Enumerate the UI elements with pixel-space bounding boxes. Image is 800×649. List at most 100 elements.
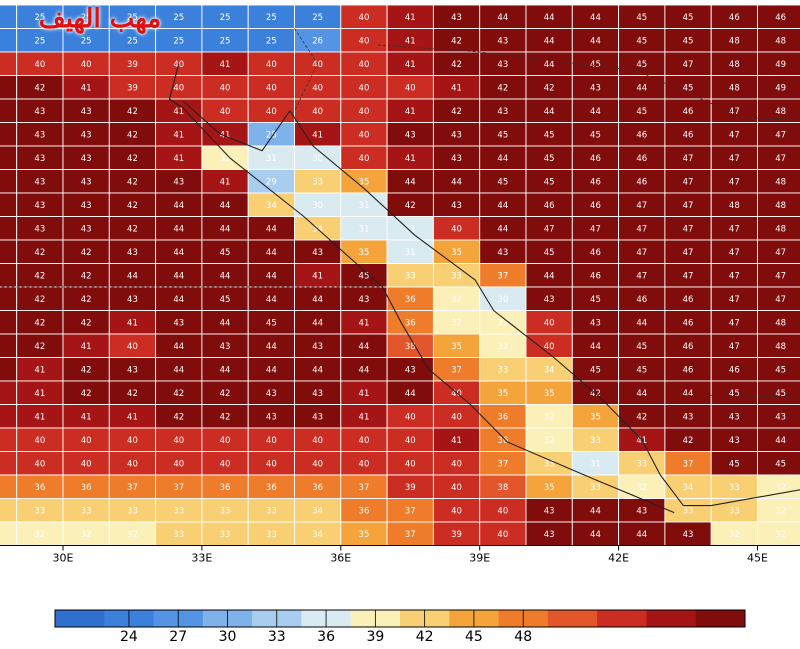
cell-value-label: 45 xyxy=(266,318,277,328)
cell-value-label: 43 xyxy=(497,36,508,46)
cell-value-label: 31 xyxy=(359,201,370,211)
cell-value-label: 43 xyxy=(81,107,92,117)
cell-value-label: 48 xyxy=(729,36,740,46)
cell-value-label: 45 xyxy=(220,295,231,305)
cell-value-label: 40 xyxy=(81,459,92,469)
cell-value-label: 45 xyxy=(544,154,555,164)
cell-value-label: 44 xyxy=(544,60,555,70)
cell-value-label: 45 xyxy=(636,107,647,117)
colorbar-swatch xyxy=(695,610,746,627)
cell-value-label: 44 xyxy=(173,295,184,305)
cell-value-label: 43 xyxy=(312,342,323,352)
cell-value-label: 40 xyxy=(451,506,462,516)
cell-value-label: 31 xyxy=(266,154,277,164)
cell-value-label: 43 xyxy=(34,201,45,211)
lon-tick-label: 45E xyxy=(747,552,768,565)
cell-value-label: 40 xyxy=(312,459,323,469)
cell-value-label: 40 xyxy=(544,318,555,328)
cell-value-label: 40 xyxy=(497,506,508,516)
cell-value-label: 42 xyxy=(173,412,184,422)
grid-cell xyxy=(0,498,18,523)
cell-value-label: 43 xyxy=(636,506,647,516)
cell-value-label: 43 xyxy=(497,248,508,258)
cell-value-label: 46 xyxy=(636,177,647,187)
cell-value-label: 37 xyxy=(173,483,184,493)
cell-value-label: 43 xyxy=(312,248,323,258)
colorbar-tick-label: 27 xyxy=(169,629,187,645)
red-sea-west-coastline xyxy=(168,63,675,514)
cell-value-label: 42 xyxy=(34,83,45,93)
cell-value-label: 33 xyxy=(81,506,92,516)
cell-value-label: 35 xyxy=(497,389,508,399)
cell-value-label: 32 xyxy=(34,530,45,540)
cell-value-label: 40 xyxy=(359,13,370,23)
cell-value-label: 44 xyxy=(173,224,184,234)
cell-value-label: 43 xyxy=(544,530,555,540)
cell-value-label: 43 xyxy=(312,412,323,422)
cell-value-label: 45 xyxy=(590,60,601,70)
cell-value-label: 44 xyxy=(173,271,184,281)
cell-value-label: 44 xyxy=(497,13,508,23)
grid-cell xyxy=(0,310,18,335)
cell-value-label: 40 xyxy=(173,436,184,446)
cell-value-label: 25 xyxy=(220,36,231,46)
cell-value-label: 31 xyxy=(405,248,416,258)
cell-value-label: 42 xyxy=(127,201,138,211)
cell-value-label: 43 xyxy=(359,295,370,305)
cell-value-label: 46 xyxy=(590,248,601,258)
cell-value-label: 41 xyxy=(312,271,323,281)
cell-value-label: 33 xyxy=(544,459,555,469)
cell-value-label: 42 xyxy=(81,365,92,375)
cell-value-label: 40 xyxy=(127,436,138,446)
cell-value-label: 40 xyxy=(359,130,370,140)
grid-cell xyxy=(0,75,18,100)
colorbar-tick-label: 30 xyxy=(219,629,237,645)
cell-value-label: 37 xyxy=(405,530,416,540)
cell-value-label: 44 xyxy=(590,342,601,352)
cell-value-label: 45 xyxy=(359,271,370,281)
cell-value-label: 25 xyxy=(312,13,323,23)
cell-value-label: 40 xyxy=(359,459,370,469)
cell-value-label: 43 xyxy=(451,201,462,211)
colorbar-tick-label: 39 xyxy=(366,629,384,645)
cell-value-label: 42 xyxy=(81,271,92,281)
cell-value-label: 46 xyxy=(729,13,740,23)
grid-cell xyxy=(0,192,18,217)
cell-value-label: 37 xyxy=(683,459,694,469)
cell-value-label: 47 xyxy=(683,271,694,281)
cell-value-label: 32 xyxy=(775,530,786,540)
cell-value-label: 43 xyxy=(34,107,45,117)
cell-value-label: 40 xyxy=(34,60,45,70)
cell-value-label: 40 xyxy=(405,412,416,422)
cell-value-label: 43 xyxy=(405,365,416,375)
cell-value-label: 43 xyxy=(312,389,323,399)
cell-value-label: 38 xyxy=(405,342,416,352)
cell-value-label: 32 xyxy=(544,436,555,446)
cell-value-label: 47 xyxy=(636,248,647,258)
cell-value-label: 25 xyxy=(266,36,277,46)
cell-value-label: 46 xyxy=(590,177,601,187)
cell-value-label: 42 xyxy=(544,83,555,93)
grid-cell xyxy=(0,451,18,476)
cell-value-label: 43 xyxy=(683,530,694,540)
cell-value-label: 43 xyxy=(127,365,138,375)
colorbar-swatch xyxy=(547,610,598,627)
cell-value-label: 45 xyxy=(683,36,694,46)
lon-tick-label: 39E xyxy=(469,552,490,565)
grid-cell xyxy=(0,521,18,546)
cell-value-label: 46 xyxy=(683,342,694,352)
cell-value-label: 41 xyxy=(34,389,45,399)
cell-value-label: 32 xyxy=(81,530,92,540)
cell-value-label: 44 xyxy=(590,107,601,117)
cell-value-label: 44 xyxy=(266,224,277,234)
cell-value-label: 47 xyxy=(729,224,740,234)
cell-value-label: 47 xyxy=(544,224,555,234)
cell-value-label: 46 xyxy=(636,154,647,164)
cell-value-label: 25 xyxy=(34,36,45,46)
cell-value-label: 41 xyxy=(405,60,416,70)
cell-value-label: 41 xyxy=(405,107,416,117)
cell-value-label: 41 xyxy=(451,436,462,446)
cell-value-label: 35 xyxy=(451,248,462,258)
cell-value-label: 43 xyxy=(173,177,184,187)
